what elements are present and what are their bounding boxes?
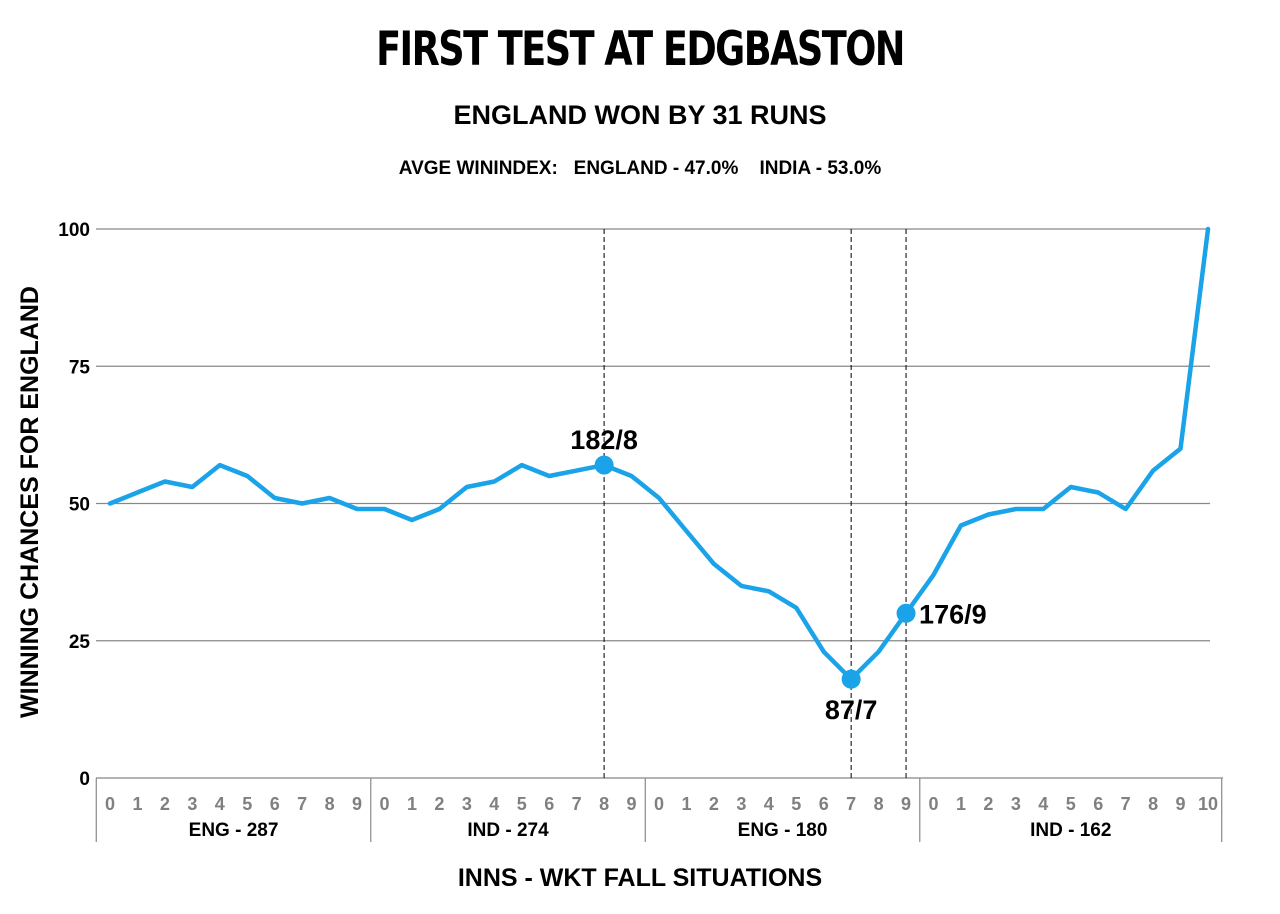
x-tick-label: 1	[407, 794, 417, 814]
y-tick-label: 0	[79, 769, 90, 790]
x-tick-label: 6	[270, 794, 280, 814]
x-tick-label: 1	[956, 794, 966, 814]
gridlines	[96, 228, 1210, 642]
x-tick-label: 4	[764, 794, 774, 814]
x-tick-label: 8	[1148, 794, 1158, 814]
annotation-label: 87/7	[825, 695, 878, 725]
x-axis-label: INNS - WKT FALL SITUATIONS	[458, 864, 822, 892]
x-tick-label: 5	[791, 794, 801, 814]
x-tick-label: 1	[681, 794, 691, 814]
x-tick-label: 3	[187, 794, 197, 814]
x-tick-label: 10	[1198, 794, 1218, 814]
x-tick-label: 9	[352, 794, 362, 814]
annotations: 182/8 87/7 176/9	[570, 425, 986, 725]
y-axis-ticks: 0 25 50 75 100	[58, 220, 90, 790]
x-tick-label: 6	[819, 794, 829, 814]
average-winindex: AVGE WININDEX: ENGLAND - 47.0% INDIA - 5…	[398, 158, 882, 179]
x-tick-label: 2	[160, 794, 170, 814]
x-tick-label: 5	[242, 794, 252, 814]
y-tick-label: 100	[58, 220, 90, 241]
annotation-marker	[896, 603, 916, 623]
y-tick-label: 25	[69, 632, 91, 653]
x-tick-label: 0	[928, 794, 938, 814]
x-tick-label: 9	[901, 794, 911, 814]
x-tick-label: 9	[627, 794, 637, 814]
x-tick-label: 0	[654, 794, 664, 814]
y-axis-label: WINNING CHANCES FOR ENGLAND	[16, 286, 44, 718]
y-tick-label: 50	[69, 495, 90, 516]
x-tick-label: 5	[517, 794, 527, 814]
x-tick-label: 3	[736, 794, 746, 814]
x-tick-label: 1	[132, 794, 142, 814]
x-tick-label: 2	[709, 794, 719, 814]
chart-title: FIRST TEST AT EDGBASTON	[376, 22, 905, 77]
innings-label: IND - 274	[467, 820, 549, 841]
series-layer	[107, 226, 1211, 682]
x-tick-label: 7	[1121, 794, 1131, 814]
x-tick-label: 3	[462, 794, 472, 814]
x-tick-label: 6	[544, 794, 554, 814]
x-tick-label: 7	[297, 794, 307, 814]
annotation-label: 182/8	[570, 425, 638, 455]
x-tick-label: 3	[1011, 794, 1021, 814]
series-line	[107, 226, 1211, 682]
x-tick-label: 9	[1176, 794, 1186, 814]
annotation-marker	[594, 455, 614, 475]
x-tick-label: 2	[434, 794, 444, 814]
x-tick-label: 4	[215, 794, 225, 814]
innings-label: ENG - 287	[189, 820, 279, 841]
chart-subtitle: ENGLAND WON BY 31 RUNS	[453, 100, 827, 130]
y-tick-label: 75	[69, 357, 91, 378]
x-tick-label: 8	[874, 794, 884, 814]
annotation-label: 176/9	[919, 599, 987, 629]
x-tick-label: 2	[983, 794, 993, 814]
x-tick-label: 7	[572, 794, 582, 814]
x-tick-label: 0	[379, 794, 389, 814]
x-tick-label: 5	[1066, 794, 1076, 814]
x-tick-label: 4	[1038, 794, 1048, 814]
x-tick-label: 0	[105, 794, 115, 814]
x-tick-label: 4	[489, 794, 499, 814]
x-tick-label: 8	[599, 794, 609, 814]
x-tick-label: 8	[325, 794, 335, 814]
innings-label: ENG - 180	[738, 820, 828, 841]
annotation-marker	[841, 669, 861, 689]
x-tick-label: 6	[1093, 794, 1103, 814]
x-tick-label: 7	[846, 794, 856, 814]
innings-label: IND - 162	[1030, 820, 1111, 841]
